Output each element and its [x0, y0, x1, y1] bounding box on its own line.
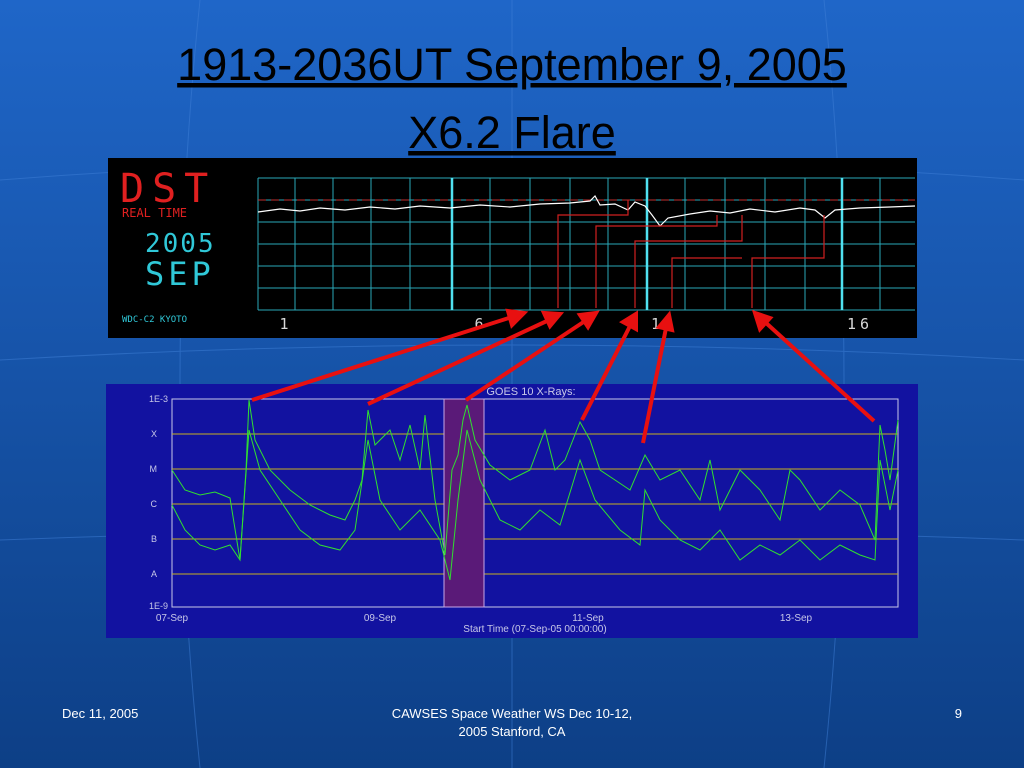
- footer-event: CAWSES Space Weather WS Dec 10-12,: [392, 706, 633, 721]
- goes-panel: GOES 10 X-Rays: 1E-3 X M C B A 1E-9 07-S…: [106, 384, 918, 638]
- dst-credit: WDC-C2 KYOTO: [122, 315, 187, 325]
- x-label: 13-Sep: [780, 613, 813, 624]
- plot-frame: [171, 398, 899, 608]
- panel-bg: [106, 384, 918, 638]
- x-axis-label: Start Time (07-Sep-05 00:00:00): [463, 624, 606, 635]
- dst-year: 2005: [145, 229, 216, 259]
- dst-title: DST: [120, 166, 216, 212]
- y-label: M: [150, 464, 158, 474]
- page-number: 9: [955, 706, 962, 721]
- day-label: 6: [474, 315, 483, 333]
- goes-trace: [171, 429, 899, 581]
- goes-title: GOES 10 X-Rays:: [486, 386, 575, 398]
- dst-subtitle: REAL TIME: [122, 206, 187, 220]
- y-label: 1E-3: [149, 394, 168, 404]
- y-label: A: [151, 569, 157, 579]
- dst-panel: DST REAL TIME 2005 SEP WDC-C2 KYOTO: [108, 158, 917, 338]
- y-label: X: [151, 429, 157, 439]
- y-labels: 1E-3 X M C B A 1E-9: [149, 394, 168, 611]
- y-label: C: [151, 499, 158, 509]
- panel-bg: [108, 158, 917, 338]
- day-label: 1: [279, 315, 288, 333]
- dst-month: SEP: [145, 255, 215, 293]
- x-labels: 07-Sep 09-Sep 11-Sep 13-Sep Start Time (…: [156, 613, 813, 635]
- footer-date: Dec 11, 2005: [62, 706, 138, 721]
- title-line: X6.2 Flare: [408, 107, 616, 158]
- x-label: 09-Sep: [364, 613, 397, 624]
- day-label: 16: [847, 315, 873, 333]
- x-label: 11-Sep: [572, 613, 604, 624]
- goes-trace: [171, 399, 899, 561]
- footer-event: 2005 Stanford, CA: [459, 724, 566, 739]
- title-line: 1913-2036UT September 9, 2005: [177, 39, 847, 90]
- y-label: 1E-9: [149, 601, 168, 611]
- arrows: [251, 308, 876, 444]
- goes-grid: [172, 433, 898, 575]
- x-label: 07-Sep: [156, 613, 189, 624]
- annotation-boxes: [557, 200, 825, 308]
- dst-major-grid: [450, 178, 844, 310]
- y-label: B: [151, 534, 157, 544]
